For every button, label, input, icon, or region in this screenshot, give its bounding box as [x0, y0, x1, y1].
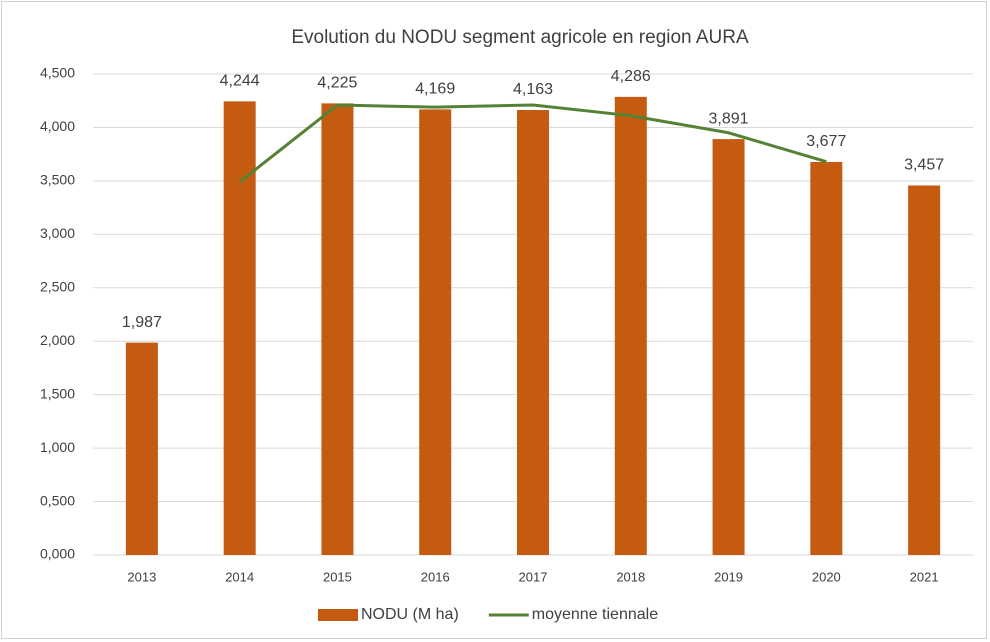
- legend-label: NODU (M ha): [361, 606, 459, 623]
- x-tick-label: 2018: [616, 569, 645, 584]
- data-label: 1,987: [122, 314, 162, 331]
- y-tick-label: 2,000: [40, 332, 75, 348]
- data-label: 3,677: [806, 133, 846, 150]
- y-tick-label: 0,000: [40, 546, 75, 562]
- line: [238, 103, 827, 184]
- bar: [223, 101, 256, 555]
- y-tick-label: 4,000: [40, 118, 75, 134]
- bar: [614, 96, 647, 556]
- data-label: 4,169: [415, 81, 455, 98]
- x-tick-label: 2013: [127, 569, 156, 584]
- y-tick-label: 0,500: [40, 492, 75, 508]
- legend-label: moyenne tiennale: [532, 606, 658, 623]
- y-tick-label: 4,500: [40, 65, 75, 81]
- chart-title: Evolution du NODU segment agricole en re…: [291, 27, 749, 48]
- bar: [908, 185, 941, 555]
- bar: [125, 342, 158, 555]
- x-tick-label: 2020: [812, 569, 841, 584]
- data-label: 3,457: [904, 157, 944, 174]
- x-tick-label: 2014: [225, 569, 254, 584]
- data-label: 3,891: [709, 110, 749, 127]
- y-tick-label: 3,000: [40, 225, 75, 241]
- data-label: 4,163: [513, 81, 553, 98]
- data-label: 4,225: [317, 75, 357, 92]
- y-tick-label: 1,500: [40, 385, 75, 401]
- y-tick-label: 1,000: [40, 439, 75, 455]
- bar: [517, 110, 549, 556]
- legend-swatch: [318, 609, 358, 621]
- bar: [419, 109, 452, 555]
- data-label: 4,244: [220, 73, 260, 90]
- bar: [810, 161, 843, 556]
- x-tick-label: 2019: [714, 569, 743, 584]
- x-tick-label: 2017: [519, 569, 548, 584]
- y-tick-label: 3,500: [40, 172, 75, 188]
- x-tick-label: 2021: [910, 569, 939, 584]
- x-tick-label: 2016: [421, 569, 450, 584]
- data-label: 4,286: [611, 68, 651, 85]
- bar: [321, 103, 354, 556]
- x-tick-label: 2015: [323, 569, 352, 584]
- bar: [712, 139, 745, 555]
- y-tick-label: 2,500: [40, 278, 75, 294]
